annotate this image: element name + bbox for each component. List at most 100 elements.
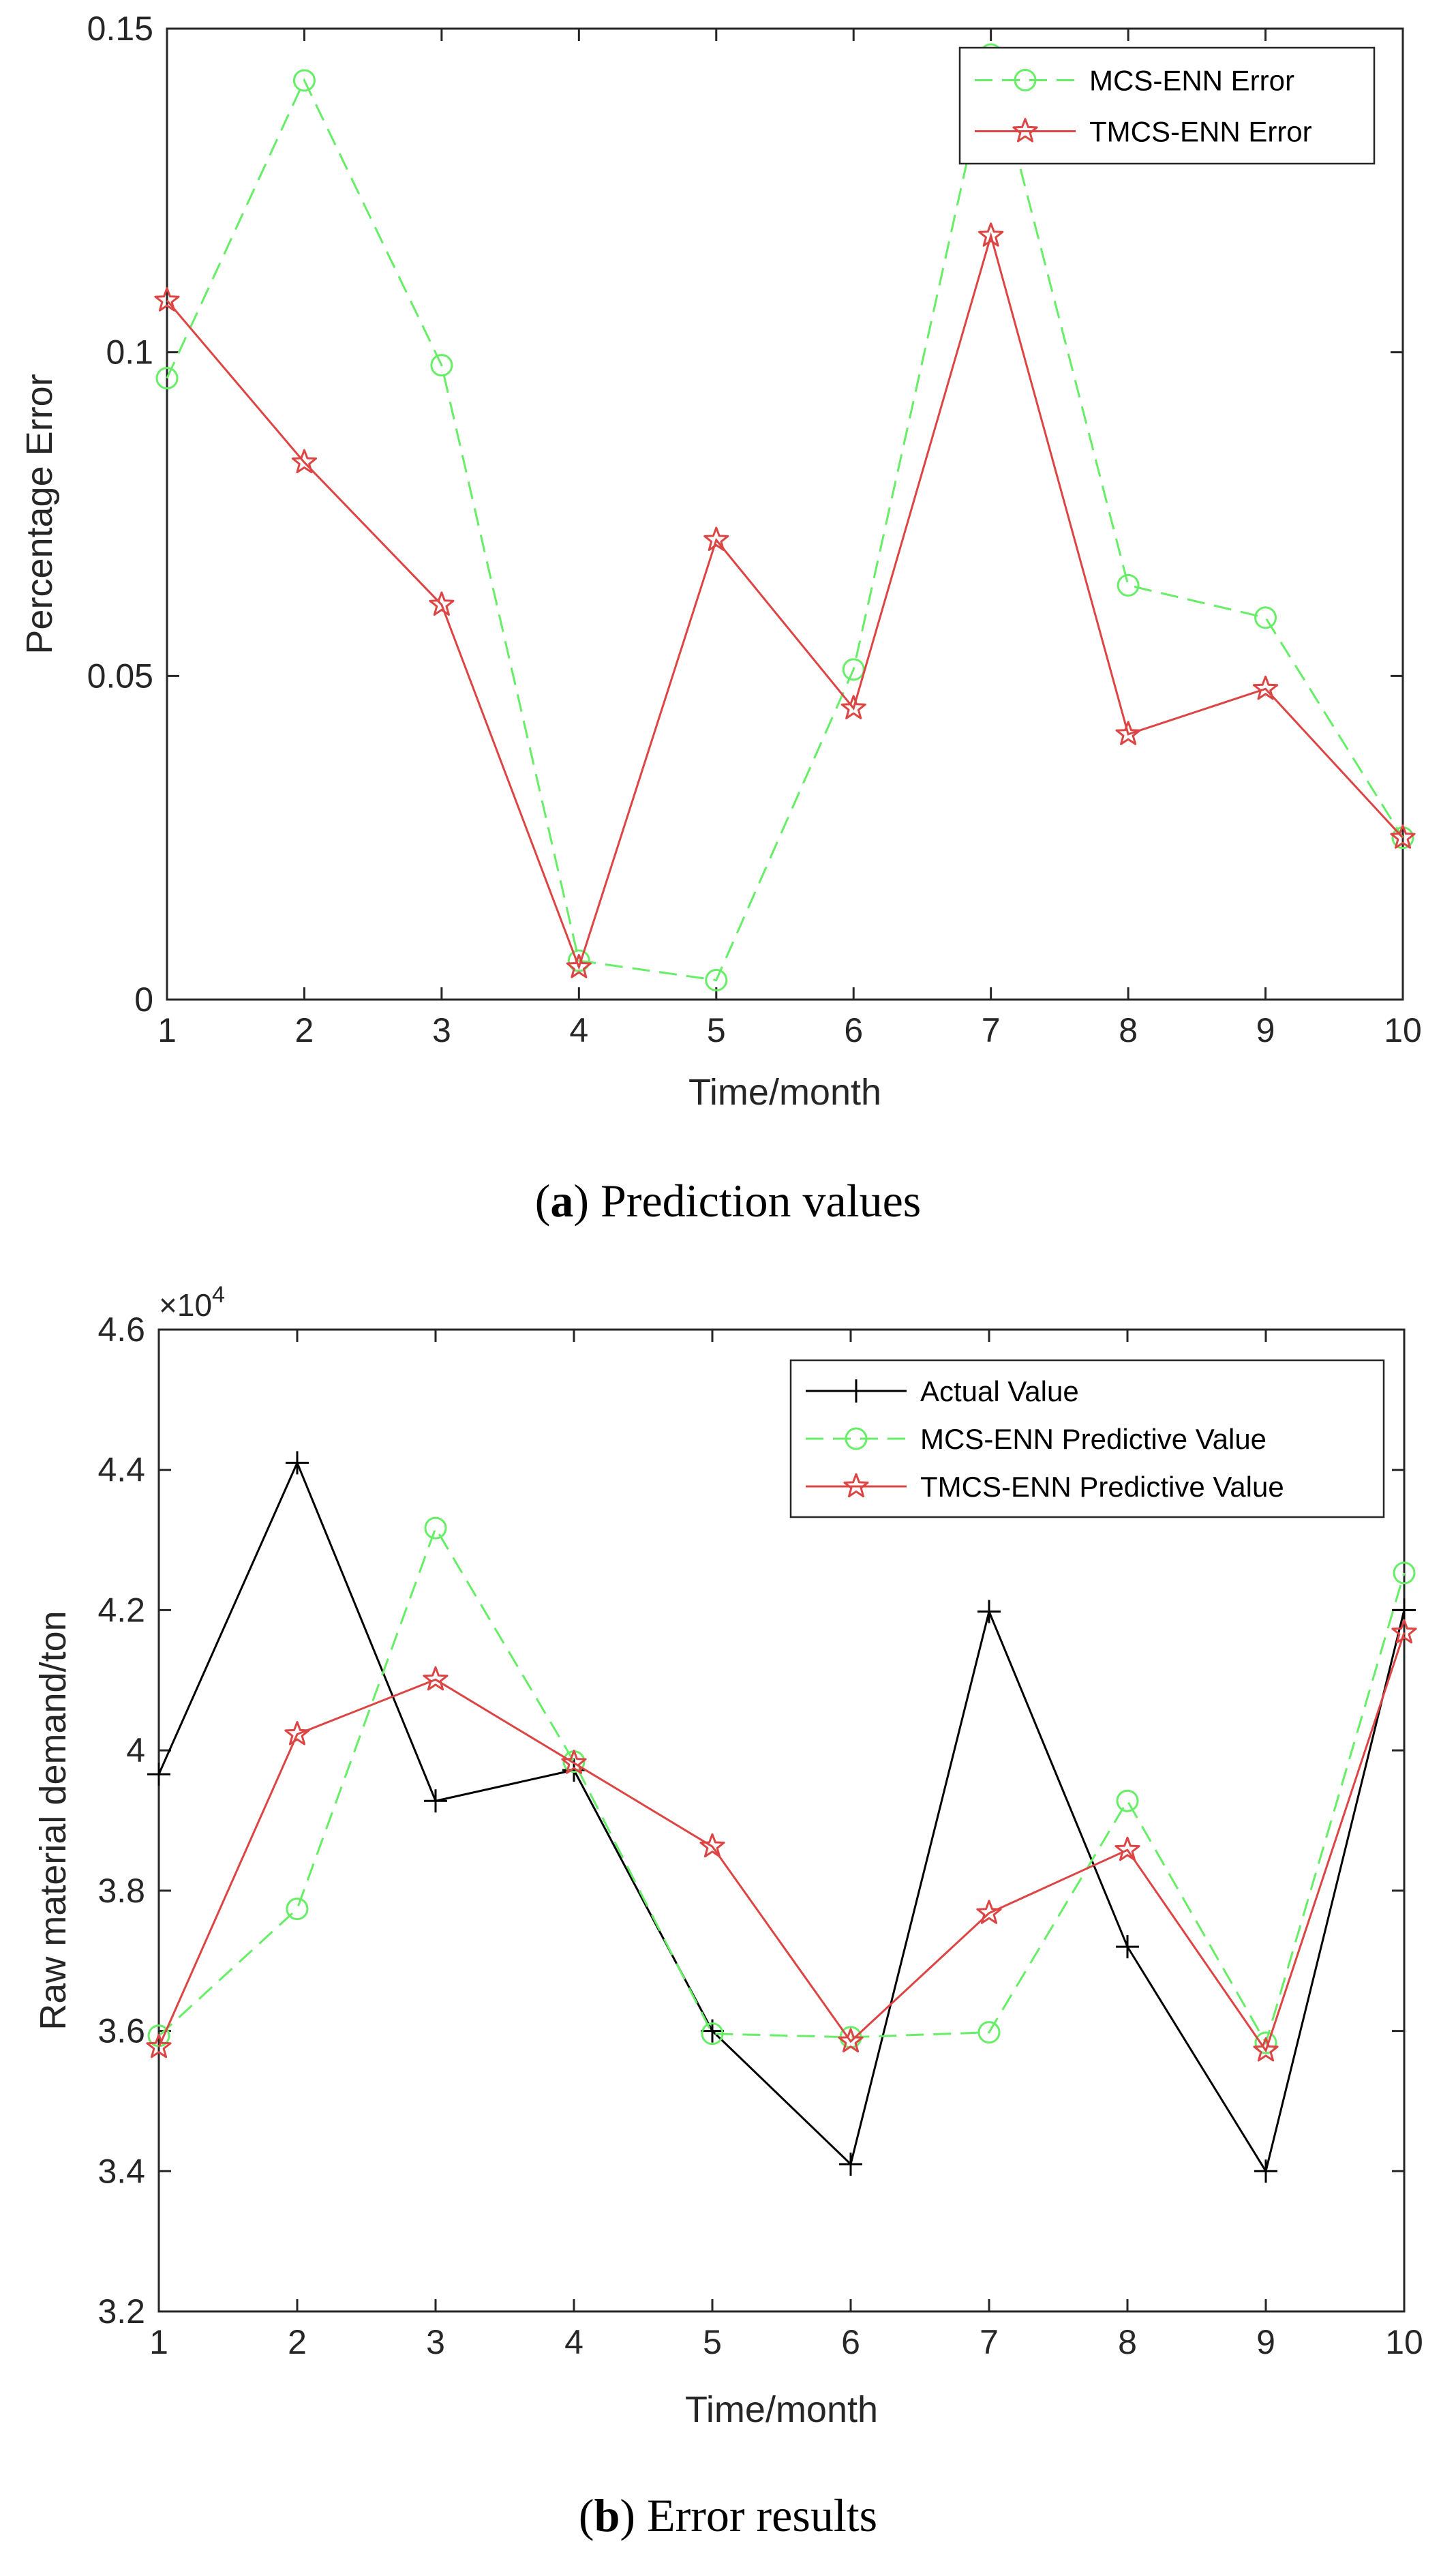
chart-b-point-tmcs-enn-predictive-value: [423, 1666, 449, 1691]
chart-b-x-tick-label: 4: [564, 2323, 583, 2361]
chart-b-point-tmcs-enn-predictive-value: [561, 1750, 587, 1774]
chart-b-point-actual-value: [147, 1763, 170, 1786]
chart-a-caption: (a) Prediction values: [535, 1175, 922, 1227]
chart-b-x-tick-label: 3: [426, 2323, 445, 2361]
chart-b-x-tick-label: 8: [1118, 2323, 1137, 2361]
chart-b-x-tick-label: 5: [703, 2323, 722, 2361]
chart-a-legend-marker: [1014, 69, 1037, 91]
chart-a-x-tick-label: 4: [569, 1011, 588, 1049]
chart-a-x-tick-label: 6: [844, 1011, 863, 1049]
chart-a-y-tick-label: 0.15: [87, 10, 153, 48]
chart-b-point-tmcs-enn-predictive-value: [1253, 2037, 1279, 2062]
chart-a-x-tick-label: 8: [1119, 1011, 1138, 1049]
chart-b-point-tmcs-enn-predictive-value: [1391, 1619, 1417, 1644]
chart-b-y-tick-label: 3.2: [97, 2292, 145, 2331]
chart-b-caption-letter: b: [594, 2489, 620, 2541]
chart-b-y-multiplier-base: ×10: [159, 1287, 212, 1323]
chart-b-point-actual-value: [977, 1600, 1001, 1623]
chart-b-y-tick-label: 3.6: [97, 2012, 145, 2050]
chart-a-x-tick-label: 5: [707, 1011, 726, 1049]
chart-b-point-tmcs-enn-predictive-value: [284, 1721, 310, 1746]
chart-b-point-mcs-enn-predictive-value: [977, 2021, 1001, 2044]
chart-a-point-tmcs-enn-error: [154, 287, 180, 312]
chart-a-point-mcs-enn-error: [430, 354, 453, 377]
chart-a-x-tick-label: 1: [157, 1011, 177, 1049]
chart-b-point-tmcs-enn-predictive-value: [838, 2028, 864, 2053]
chart-a-point-mcs-enn-error: [155, 367, 179, 390]
chart-a-point-mcs-enn-error: [705, 969, 728, 992]
chart-b-point-actual-value: [286, 1451, 309, 1475]
chart-a-point-tmcs-enn-error: [1390, 824, 1416, 849]
chart-a-point-mcs-enn-error: [292, 69, 316, 92]
chart-a-point-mcs-enn-error: [1117, 573, 1140, 597]
chart-b-y-tick-label: 4: [126, 1731, 145, 1769]
chart-a-y-tick-label: 0: [134, 980, 153, 1019]
chart-b-point-mcs-enn-predictive-value: [424, 1516, 447, 1540]
chart-a-point-mcs-enn-error: [567, 949, 590, 972]
chart-a-point-tmcs-enn-error: [429, 591, 455, 616]
chart-b-point-mcs-enn-predictive-value: [701, 2022, 724, 2046]
chart-b-x-tick-label: 2: [288, 2323, 307, 2361]
chart-a-series-line-mcs-enn-error: [166, 54, 1404, 982]
chart-a-series-line-tmcs-enn-error: [166, 232, 1404, 971]
chart-b-point-mcs-enn-predictive-value: [1116, 1789, 1139, 1812]
chart-a-x-axis-label: Time/month: [688, 1072, 881, 1113]
chart-a-legend-box: [958, 46, 1376, 165]
chart-b-y-multiplier: ×104: [159, 1282, 225, 1323]
chart-b-series-line-tmcs-enn-predictive-value: [157, 1632, 1406, 2053]
chart-b-point-actual-value: [1116, 1935, 1139, 1959]
chart-a-point-tmcs-enn-error: [978, 222, 1004, 247]
chart-b-point-actual-value: [1254, 2159, 1277, 2183]
chart-b-point-actual-value: [424, 1789, 447, 1813]
chart-a-caption-letter: a: [550, 1175, 573, 1227]
chart-b-x-tick-label: 9: [1256, 2323, 1275, 2361]
chart-a-point-tmcs-enn-error: [1252, 675, 1279, 700]
chart-a-legend-label: TMCS-ENN Error: [1089, 116, 1312, 148]
chart-b-series-line-actual-value: [157, 1460, 1406, 2174]
chart-a-y-axis-label: Percentage Error: [19, 374, 60, 654]
chart-b-legend: Actual Value MCS-ENN Predictive Value TMCS…: [789, 1359, 1385, 1518]
chart-b-point-tmcs-enn-predictive-value: [1114, 1836, 1140, 1861]
chart-b-point-mcs-enn-predictive-value: [1254, 2031, 1277, 2054]
chart-a-point-tmcs-enn-error: [566, 954, 592, 978]
chart-a-legend-label: MCS-ENN Error: [1089, 65, 1294, 97]
chart-a-point-tmcs-enn-error: [703, 526, 729, 551]
chart-b-x-axis-label: Time/month: [685, 2389, 878, 2430]
chart-a-plot-area: [166, 27, 1404, 1001]
chart-b-legend-label: MCS-ENN Predictive Value: [920, 1423, 1267, 1455]
chart-a: 1 2 3 4 5 6 7 8 9 10 0 0.05 0.1 0.15 Time/month Perce…: [19, 10, 1422, 1227]
chart-b-y-tick-label: 4.2: [97, 1591, 145, 1629]
chart-a-x-tick-label: 10: [1384, 1011, 1422, 1049]
chart-b-point-tmcs-enn-predictive-value: [146, 2033, 172, 2058]
chart-b-x-tick-label: 1: [149, 2323, 168, 2361]
chart-a-legend: MCS-ENN Error TMCS-ENN Error: [958, 46, 1376, 165]
chart-a-y-tick-label: 0.1: [106, 333, 153, 372]
chart-b-y-axis-label: Raw material demand/ton: [33, 1611, 74, 2030]
chart-a-point-mcs-enn-error: [1254, 606, 1277, 629]
chart-b-point-actual-value: [839, 2153, 862, 2176]
chart-b-caption-text: Error results: [635, 2489, 877, 2541]
chart-b-legend-label: Actual Value: [920, 1375, 1079, 1407]
chart-a-x-tick-label: 2: [295, 1011, 314, 1049]
chart-b-point-tmcs-enn-predictive-value: [699, 1833, 725, 1858]
chart-b-x-tick-label: 6: [841, 2323, 860, 2361]
chart-b-legend-marker: [845, 1427, 868, 1450]
chart-b-y-tick-label: 4.6: [97, 1311, 145, 1349]
chart-b-y-tick-label: 3.4: [97, 2152, 145, 2190]
chart-a-point-tmcs-enn-error: [840, 695, 866, 719]
chart-b: 1 2 3 4 5 6 7 8 9 10 3.2 3.4 3.6 3.8 4 4.2 4.4 4.6 Time/m…: [33, 1282, 1423, 2541]
chart-a-point-tmcs-enn-error: [1115, 721, 1141, 745]
chart-a-point-tmcs-enn-error: [291, 449, 318, 474]
chart-a-x-tick-label: 9: [1256, 1011, 1275, 1049]
chart-b-y-tick-label: 4.4: [97, 1451, 145, 1489]
chart-a-x-tick-label: 7: [982, 1011, 1001, 1049]
chart-b-x-tick-label: 7: [980, 2323, 999, 2361]
chart-b-y-multiplier-exponent: 4: [212, 1282, 225, 1308]
chart-b-point-mcs-enn-predictive-value: [1393, 1561, 1416, 1585]
chart-b-y-tick-label: 3.8: [97, 1872, 145, 1910]
chart-a-x-tick-label: 3: [432, 1011, 451, 1049]
chart-b-point-mcs-enn-predictive-value: [286, 1898, 309, 1921]
chart-b-point-actual-value: [1393, 1598, 1416, 1622]
chart-a-caption-text: Prediction values: [589, 1175, 921, 1227]
